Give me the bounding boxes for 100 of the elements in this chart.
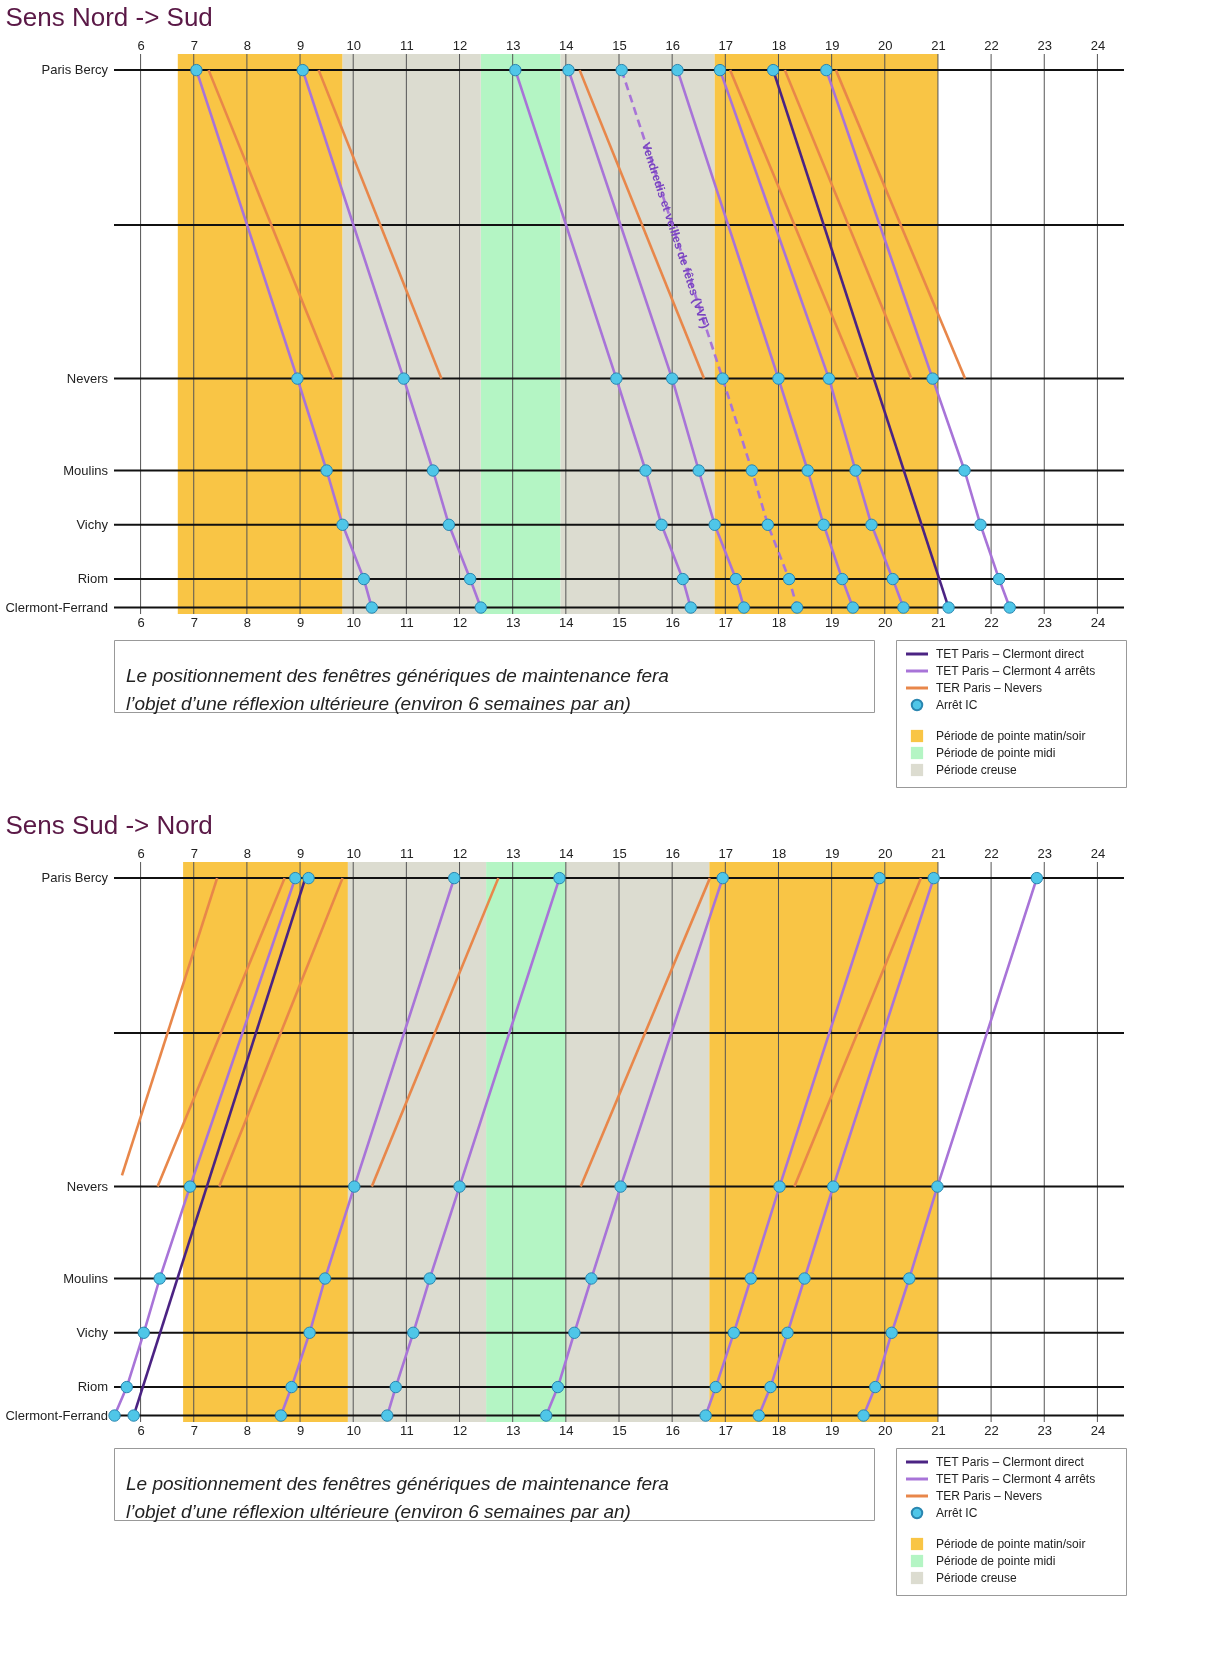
x-tick-label: 23 <box>1037 1422 1052 1438</box>
point <box>684 601 697 614</box>
x2-tick-label: 19 <box>824 845 840 861</box>
point <box>708 518 721 531</box>
x-tick-label: 12 <box>452 614 468 630</box>
point <box>407 1326 420 1339</box>
point <box>671 63 684 77</box>
x2-tick-label: 9 <box>296 37 305 53</box>
x2-tick-label: 21 <box>931 37 946 53</box>
x2-tick-label: 16 <box>665 37 680 53</box>
x-tick-label: 18 <box>771 614 787 630</box>
point <box>539 1409 553 1422</box>
x2-tick-label: 11 <box>400 37 414 53</box>
point <box>1003 601 1016 614</box>
legend-label: TET Paris – Clermont direct <box>936 647 1085 661</box>
point <box>716 372 729 385</box>
ref-line-label: Nevers <box>66 1178 109 1194</box>
point <box>801 464 814 477</box>
x2-tick-label: 11 <box>400 845 414 861</box>
point <box>108 1409 121 1422</box>
point <box>474 601 487 614</box>
point <box>423 1272 436 1285</box>
ref-line-label: Paris Bercy <box>41 870 109 886</box>
legend-label: TER Paris – Nevers <box>936 1489 1043 1503</box>
point <box>798 1272 811 1285</box>
point <box>942 601 955 614</box>
point <box>781 1326 794 1339</box>
point <box>509 63 522 77</box>
point <box>1030 871 1044 885</box>
x2-tick-label: 18 <box>771 845 787 861</box>
x-tick-label: 16 <box>665 1422 680 1438</box>
point <box>127 1409 140 1422</box>
x2-tick-label: 23 <box>1037 845 1052 861</box>
ref-line-label: Clermont-Ferrand <box>5 599 108 615</box>
point <box>885 1326 898 1339</box>
point <box>426 464 440 477</box>
x-tick-label: 9 <box>296 614 305 630</box>
point <box>274 1409 288 1422</box>
point <box>827 1180 840 1193</box>
x-tick-label: 21 <box>931 1422 946 1438</box>
legend-label: Période de pointe midi <box>936 1554 1056 1568</box>
x2-tick-label: 22 <box>984 845 999 861</box>
chart-title: Sens Nord -> Sud <box>5 2 213 32</box>
x2-tick-label: 19 <box>824 37 840 53</box>
point <box>568 1326 581 1339</box>
x-tick-label: 8 <box>243 614 252 630</box>
legend-label: Période de pointe matin/soir <box>936 729 1086 743</box>
x-tick-label: 20 <box>878 1422 893 1438</box>
x2-tick-label: 12 <box>452 37 468 53</box>
point <box>903 1272 916 1285</box>
point <box>610 372 623 385</box>
point <box>873 871 886 885</box>
x2-tick-label: 17 <box>718 845 734 861</box>
x-tick-label: 7 <box>190 614 198 630</box>
point <box>766 63 780 77</box>
x-tick-label: 15 <box>612 1422 627 1438</box>
point <box>190 63 203 77</box>
point <box>927 871 940 885</box>
x2-tick-label: 10 <box>346 37 361 53</box>
point <box>463 572 477 586</box>
point <box>615 63 628 77</box>
x-tick-label: 14 <box>559 614 574 630</box>
x-tick-label: 9 <box>296 1422 305 1438</box>
x-tick-label: 22 <box>984 1422 999 1438</box>
legend-label: Arrêt IC <box>936 698 978 712</box>
point <box>296 63 309 77</box>
x-tick-label: 18 <box>771 1422 787 1438</box>
point <box>120 1380 133 1394</box>
point <box>320 464 333 477</box>
x2-tick-label: 12 <box>452 845 468 861</box>
x2-tick-label: 7 <box>190 845 198 861</box>
x-tick-label: 6 <box>137 614 145 630</box>
point <box>655 518 668 531</box>
point <box>137 1326 150 1339</box>
legend-label: Période de pointe matin/soir <box>936 1537 1086 1551</box>
x-tick-label: 10 <box>346 1422 361 1438</box>
point <box>551 1380 565 1394</box>
text: Le positionnement des fenêtres génériques de maintenance fera l’objet d’une réflexion ultérieure (environ 6 semaines par an) <box>126 665 669 714</box>
x2-tick-label: 6 <box>137 37 145 53</box>
ref-line-label: Riom <box>77 571 108 587</box>
x2-tick-label: 15 <box>612 845 627 861</box>
point <box>926 372 939 385</box>
x2-tick-label: 15 <box>612 37 627 53</box>
legend-label: Période de pointe midi <box>936 746 1056 760</box>
point <box>727 1326 741 1339</box>
x-tick-label: 17 <box>718 1422 734 1438</box>
point <box>897 601 910 614</box>
point <box>761 518 775 531</box>
point <box>183 1180 197 1193</box>
point <box>318 1272 332 1285</box>
point <box>291 372 304 385</box>
x2-tick-label: 17 <box>718 37 734 53</box>
point <box>931 1180 944 1193</box>
legend-label: Période creuse <box>936 1571 1018 1585</box>
point <box>453 1180 466 1193</box>
x-tick-label: 24 <box>1090 614 1106 630</box>
ref-line-label: Nevers <box>66 370 109 386</box>
x2-tick-label: 23 <box>1037 37 1052 53</box>
x-tick-label: 19 <box>824 614 840 630</box>
x-tick-label: 10 <box>346 614 361 630</box>
